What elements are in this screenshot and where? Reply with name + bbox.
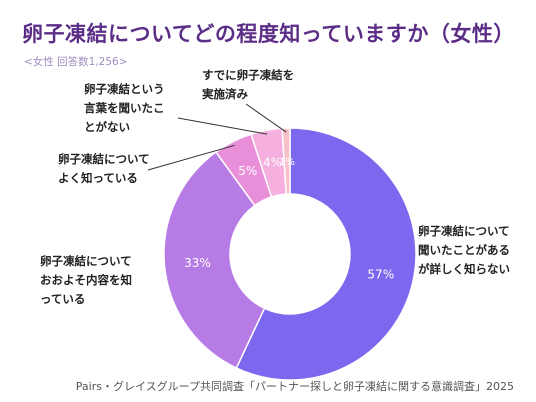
leader-line-2 [147, 144, 235, 171]
donut-slice-0 [235, 127, 417, 381]
pct-label-1: 33% [184, 256, 211, 270]
label-know-well: 卵子凍結について よく知っている [58, 152, 150, 185]
label-already-done: すでに卵子凍結を 実施済み [202, 68, 295, 101]
source-note: Pairs・グレイスグループ共同調査「パートナー探しと卵子凍結に関する意識調査」… [75, 380, 514, 393]
donut-slice-1 [163, 151, 266, 370]
label-roughly-know: 卵子凍結について おおよそ内容を知 っている [40, 254, 132, 306]
pct-label-2: 5% [238, 164, 257, 178]
pct-label-3: 4% [263, 156, 282, 170]
chart-title: 卵子凍結についてどの程度知っていますか（女性） [22, 22, 515, 46]
donut-slice-4 [281, 127, 291, 195]
pct-label-0: 57% [367, 267, 394, 281]
chart-subtitle: <女性 回答数1,256> [24, 56, 128, 68]
leader-line-3 [177, 117, 268, 135]
leader-line-4 [245, 103, 287, 133]
label-heard-not-detailed: 卵子凍結について 聞いたことがある が詳しく知らない [418, 224, 510, 276]
pct-label-4: 1% [279, 157, 295, 168]
label-never-heard: 卵子凍結という 言葉を聞いたこ とがない [84, 82, 165, 134]
